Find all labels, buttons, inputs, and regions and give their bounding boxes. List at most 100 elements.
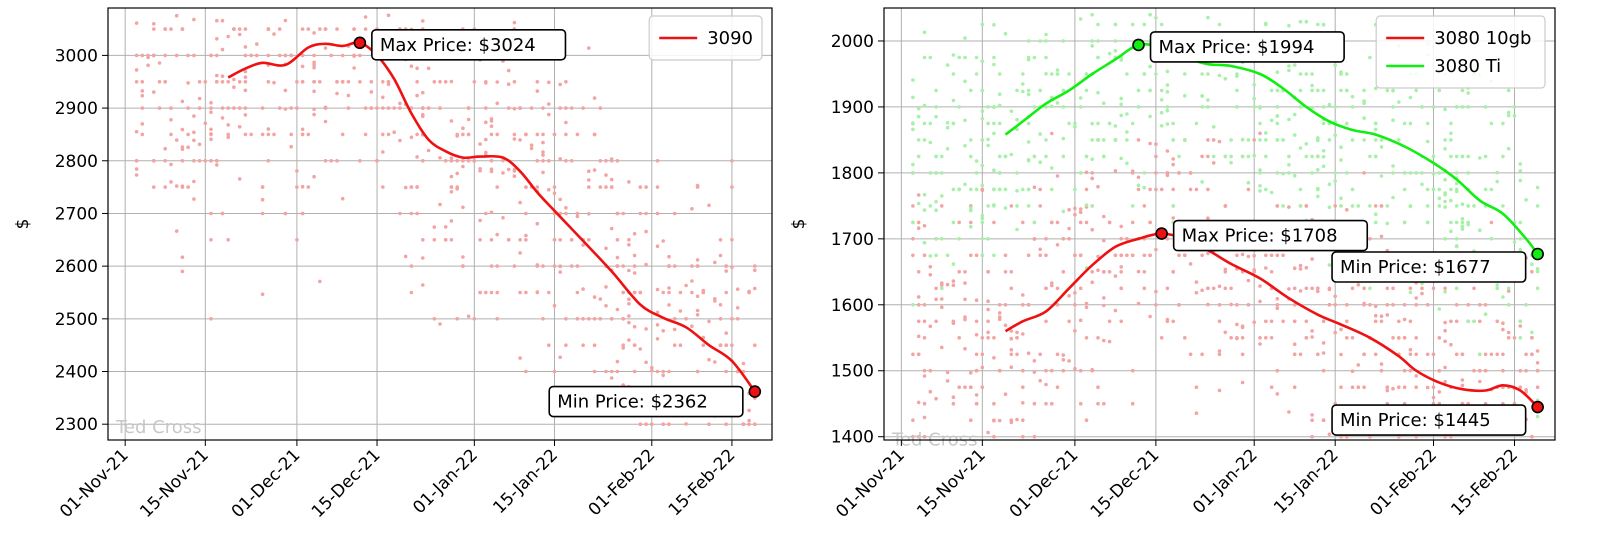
- scatter-point: [911, 352, 915, 357]
- scatter-point: [1420, 105, 1424, 109]
- scatter-point: [1113, 169, 1118, 173]
- scatter-point: [489, 290, 494, 295]
- scatter-point: [1096, 401, 1100, 406]
- scatter-point: [340, 80, 345, 84]
- scatter-point: [1506, 289, 1511, 293]
- scatter-point: [667, 286, 671, 290]
- scatter-point: [512, 80, 517, 84]
- scatter-point: [1090, 270, 1094, 274]
- scatter-point: [655, 369, 660, 374]
- scatter-point: [992, 23, 996, 27]
- scatter-point: [1102, 214, 1106, 219]
- y-tick-label: 1800: [831, 164, 874, 184]
- scatter-point: [1350, 187, 1355, 192]
- scatter-point: [1287, 64, 1291, 68]
- scatter-point: [1084, 203, 1089, 207]
- scatter-point: [1073, 206, 1077, 211]
- scatter-point: [1090, 367, 1094, 372]
- scatter-point: [753, 286, 757, 291]
- scatter-point: [1119, 286, 1123, 291]
- scatter-point: [140, 93, 145, 98]
- scatter-point: [1437, 336, 1442, 340]
- scatter-point: [421, 159, 425, 163]
- scatter-point: [1044, 154, 1048, 159]
- scatter-point: [1287, 68, 1291, 73]
- scatter-point: [1506, 336, 1511, 340]
- scatter-point: [974, 253, 979, 258]
- scatter-point: [398, 106, 402, 110]
- scatter-point: [140, 106, 145, 110]
- scatter-point: [922, 415, 927, 420]
- scatter-point: [1264, 266, 1268, 270]
- scatter-point: [992, 62, 996, 67]
- scatter-point: [1345, 171, 1349, 175]
- scatter-point: [1078, 105, 1083, 109]
- legend-box: [648, 15, 763, 61]
- scatter-point: [1310, 335, 1314, 339]
- scatter-point: [1316, 138, 1320, 143]
- scatter-point: [1414, 374, 1418, 378]
- scatter-point: [690, 264, 694, 268]
- scatter-point: [1443, 328, 1447, 333]
- scatter-point: [1084, 418, 1089, 423]
- scatter-point: [174, 138, 179, 142]
- scatter-point: [1044, 39, 1048, 43]
- scatter-point: [369, 106, 374, 110]
- scatter-point: [1275, 105, 1280, 109]
- scatter-point: [581, 317, 585, 321]
- scatter-point: [1188, 171, 1193, 175]
- scatter-point: [1165, 108, 1170, 113]
- scatter-point: [484, 137, 488, 142]
- scatter-point: [186, 81, 190, 85]
- scatter-point: [461, 132, 465, 137]
- scatter-point: [667, 422, 671, 427]
- scatter-point: [627, 238, 631, 242]
- scatter-point: [1165, 122, 1170, 126]
- scatter-point: [632, 271, 637, 275]
- scatter-point: [209, 211, 213, 216]
- scatter-point: [1206, 154, 1210, 159]
- scatter-point: [1425, 220, 1430, 225]
- scatter-point: [1379, 368, 1384, 373]
- scatter-point: [300, 184, 305, 189]
- scatter-point: [627, 314, 631, 318]
- scatter-point: [1310, 434, 1314, 439]
- scatter-point: [1466, 204, 1470, 208]
- scatter-point: [1460, 202, 1465, 206]
- scatter-point: [980, 385, 985, 390]
- scatter-point: [1333, 330, 1337, 335]
- scatter-point: [312, 89, 316, 94]
- scatter-point: [1102, 101, 1106, 105]
- scatter-point: [1269, 319, 1274, 324]
- scatter-point: [1420, 171, 1424, 175]
- scatter-point: [226, 238, 230, 242]
- scatter-point: [1310, 329, 1314, 333]
- scatter-point: [655, 185, 660, 189]
- scatter-point: [495, 101, 500, 106]
- scatter-point: [997, 317, 1002, 322]
- scatter-point: [295, 185, 299, 189]
- scatter-point: [180, 269, 185, 274]
- scatter-point: [1032, 401, 1037, 406]
- scatter-point: [1292, 173, 1297, 178]
- scatter-point: [934, 237, 938, 241]
- scatter-point: [495, 185, 500, 189]
- scatter-point: [266, 80, 271, 84]
- scatter-point: [1073, 291, 1077, 295]
- scatter-point: [1449, 154, 1453, 159]
- scatter-point: [209, 159, 213, 163]
- scatter-point: [1090, 121, 1094, 126]
- scatter-point: [1142, 22, 1147, 27]
- scatter-point: [495, 80, 500, 84]
- scatter-point: [169, 132, 173, 137]
- scatter-point: [974, 55, 979, 60]
- scatter-point: [237, 125, 242, 129]
- scatter-point: [1223, 204, 1228, 208]
- y-tick-label: 2400: [55, 363, 98, 383]
- scatter-point: [152, 22, 156, 26]
- scatter-point: [1130, 220, 1135, 225]
- scatter-point: [1495, 170, 1499, 175]
- scatter-point: [916, 295, 921, 299]
- scatter-point: [1373, 138, 1378, 142]
- scatter-point: [1223, 270, 1228, 274]
